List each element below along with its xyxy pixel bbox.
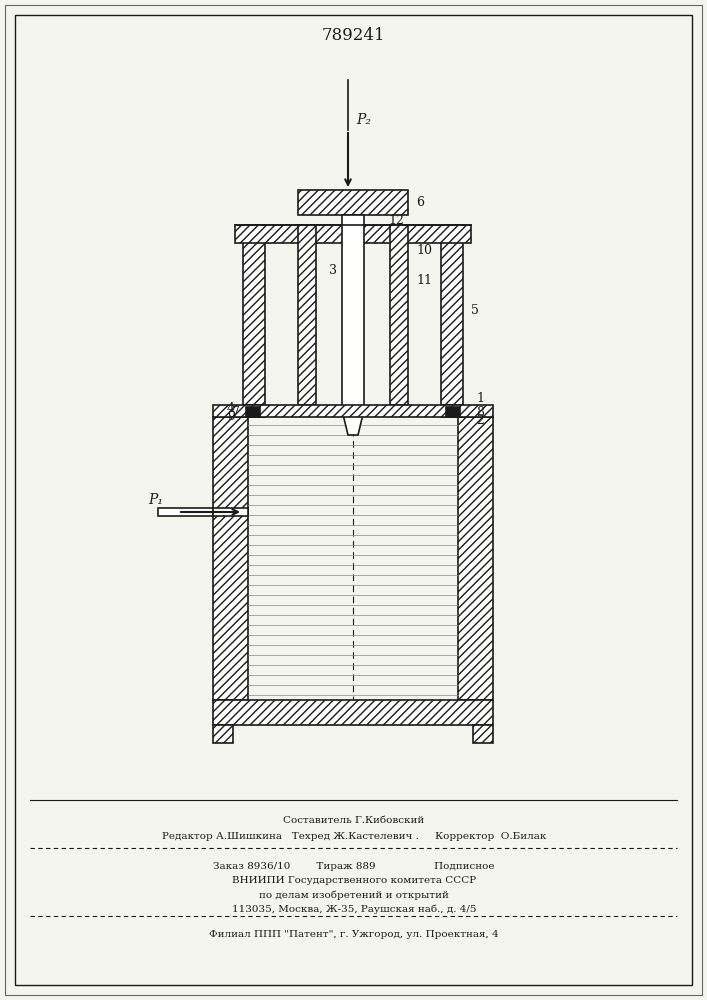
Text: 113035, Москва, Ж-35, Раушская наб., д. 4/5: 113035, Москва, Ж-35, Раушская наб., д. … — [232, 904, 477, 914]
Polygon shape — [342, 410, 364, 435]
Bar — [390, 225, 408, 405]
Bar — [213, 508, 248, 516]
Text: 12: 12 — [388, 214, 404, 227]
Bar — [213, 405, 493, 417]
Text: Составитель Г.Кибовский: Составитель Г.Кибовский — [284, 816, 425, 825]
Text: ВНИИПИ Государственного комитета СССР: ВНИИПИ Государственного комитета СССР — [232, 876, 476, 885]
Bar — [473, 725, 493, 743]
Text: P₁: P₁ — [148, 493, 163, 507]
Text: 9: 9 — [227, 410, 235, 424]
Bar — [458, 417, 493, 700]
Bar — [213, 725, 233, 743]
Text: 5: 5 — [471, 304, 479, 316]
Bar — [243, 225, 265, 405]
Text: 4: 4 — [227, 401, 235, 414]
Text: по делам изобретений и открытий: по делам изобретений и открытий — [259, 890, 449, 900]
Bar — [342, 215, 364, 410]
Text: 11: 11 — [416, 273, 432, 286]
Text: P₂: P₂ — [356, 113, 371, 127]
Text: 2: 2 — [476, 414, 484, 428]
Bar — [235, 225, 471, 243]
Bar — [298, 225, 316, 405]
Polygon shape — [298, 190, 408, 215]
Text: 7: 7 — [232, 406, 240, 418]
Text: 10: 10 — [416, 243, 432, 256]
Bar — [213, 700, 493, 725]
Text: 789241: 789241 — [321, 26, 385, 43]
Bar — [441, 405, 463, 417]
Bar — [158, 508, 213, 516]
Text: Редактор А.Шишкина   Техред Ж.Кастелевич .     Корректор  О.Билак: Редактор А.Шишкина Техред Ж.Кастелевич .… — [162, 832, 547, 841]
Text: 1: 1 — [476, 392, 484, 406]
Bar — [243, 405, 265, 417]
Text: 3: 3 — [329, 263, 337, 276]
Bar — [446, 407, 460, 417]
Text: Филиал ППП "Патент", г. Ужгород, ул. Проектная, 4: Филиал ППП "Патент", г. Ужгород, ул. Про… — [209, 930, 499, 939]
Bar — [213, 417, 248, 700]
Text: 6: 6 — [416, 196, 424, 210]
Text: Заказ 8936/10        Тираж 889                  Подписное: Заказ 8936/10 Тираж 889 Подписное — [214, 862, 495, 871]
Bar — [441, 225, 463, 405]
Text: 8: 8 — [476, 406, 484, 418]
Bar — [246, 407, 260, 417]
